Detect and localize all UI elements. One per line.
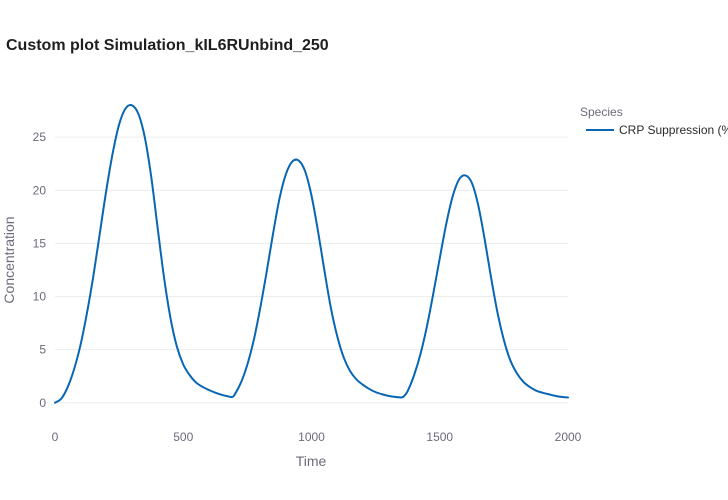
y-tick-label: 0 [39, 396, 46, 410]
chart-title: Custom plot Simulation_kIL6RUnbind_250 [6, 37, 329, 54]
grid [55, 136, 568, 404]
plot-area [54, 103, 569, 404]
series-line-crp-suppression[interactable] [54, 103, 569, 404]
legend: Species CRP Suppression (% [580, 105, 728, 137]
y-axis: 0 5 10 15 20 25 [33, 130, 47, 410]
y-tick-label: 10 [33, 290, 47, 304]
x-tick-label: 1500 [426, 430, 453, 444]
x-tick-label: 2000 [555, 430, 582, 444]
legend-label: CRP Suppression (% [619, 123, 728, 137]
legend-item[interactable]: CRP Suppression (% [586, 123, 728, 137]
y-tick-label: 5 [39, 343, 46, 357]
x-tick-label: 0 [52, 430, 59, 444]
legend-title: Species [580, 105, 623, 119]
x-tick-label: 1000 [298, 430, 325, 444]
x-axis: 0 500 1000 1500 2000 [52, 430, 582, 444]
y-axis-title: Concentration [1, 216, 17, 303]
y-tick-label: 15 [33, 236, 47, 250]
x-tick-label: 500 [173, 430, 193, 444]
y-tick-label: 20 [33, 183, 47, 197]
x-axis-title: Time [296, 453, 327, 469]
y-tick-label: 25 [33, 130, 47, 144]
